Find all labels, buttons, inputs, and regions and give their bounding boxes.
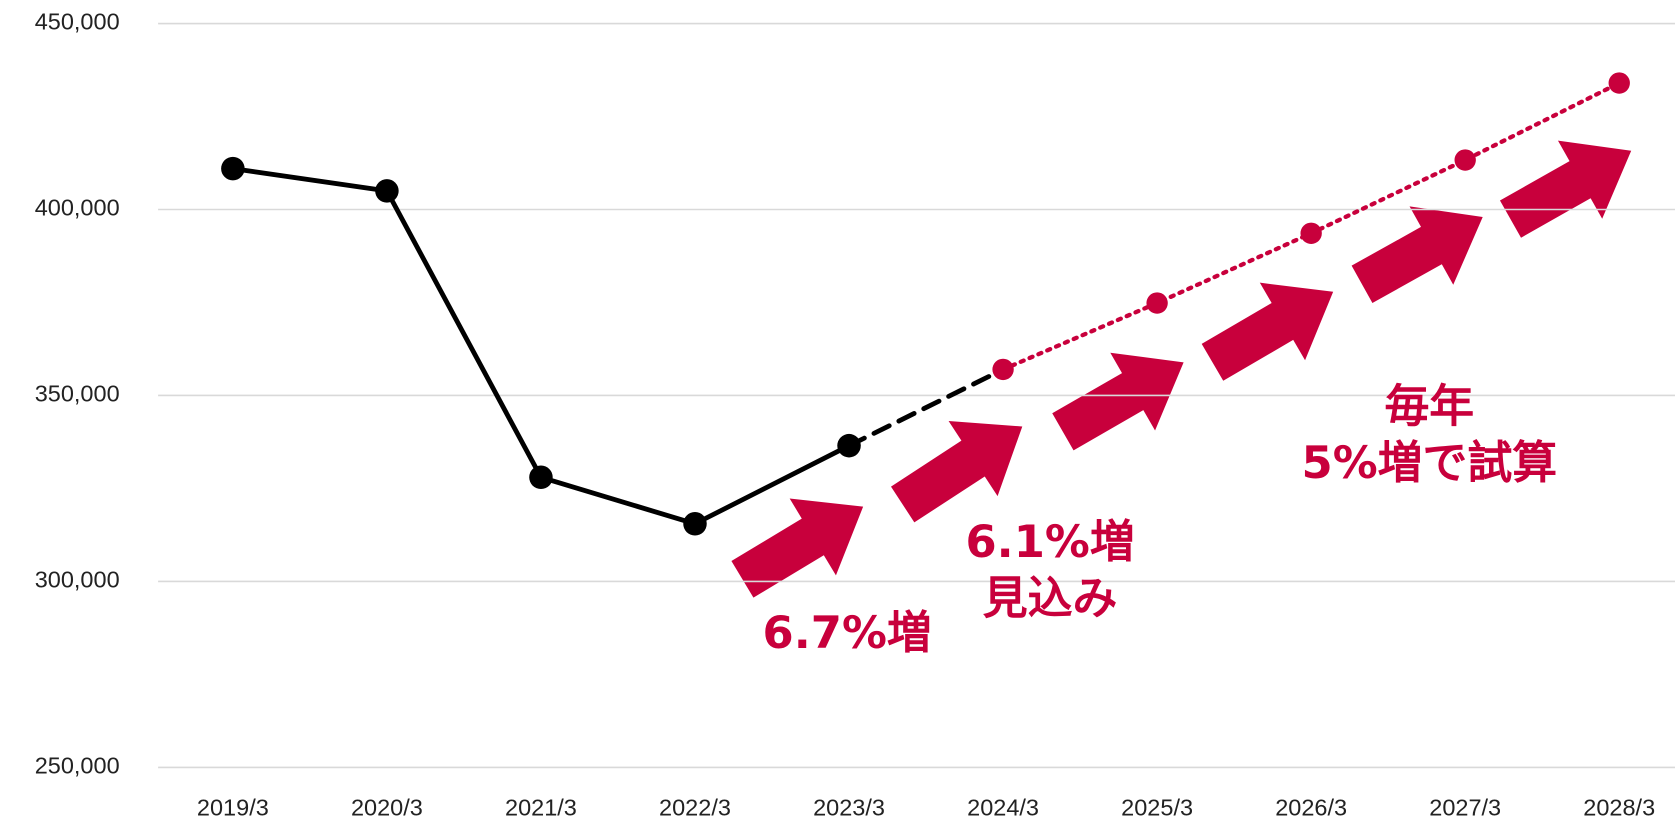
x-tick-label: 2024/3 — [967, 794, 1039, 820]
point — [221, 156, 245, 181]
point — [1146, 292, 1168, 314]
point — [837, 433, 861, 458]
y-tick-label: 300,000 — [35, 567, 120, 593]
arrows — [731, 140, 1632, 598]
x-tick-label: 2027/3 — [1429, 794, 1501, 820]
arrow — [890, 420, 1023, 523]
x-tick-label: 2025/3 — [1121, 794, 1193, 820]
arrow — [731, 498, 864, 598]
y-tick-label: 450,000 — [35, 9, 120, 35]
arrow — [1351, 206, 1483, 303]
annotation: 毎年 — [1384, 379, 1474, 432]
y-tick-label: 250,000 — [35, 753, 120, 779]
annotation: 見込み — [983, 572, 1118, 625]
x-tick-label: 2019/3 — [197, 794, 269, 820]
point — [375, 179, 399, 203]
x-tick-label: 2020/3 — [351, 794, 423, 820]
annotation: 5%増で試算 — [1302, 436, 1558, 489]
x-tick-label: 2028/3 — [1583, 794, 1655, 820]
x-tick-label: 2021/3 — [505, 794, 577, 820]
point — [529, 465, 553, 490]
point — [683, 512, 707, 536]
arrow — [1052, 352, 1184, 451]
annotation: 6.7%増 — [762, 606, 931, 659]
point — [1454, 149, 1476, 171]
annotation: 6.1%増 — [965, 515, 1134, 568]
arrow — [1499, 140, 1632, 238]
point — [1300, 222, 1322, 244]
y-tick-label: 400,000 — [35, 195, 120, 221]
x-tick-label: 2023/3 — [813, 794, 885, 820]
point — [992, 358, 1014, 381]
x-tick-label: 2026/3 — [1275, 794, 1347, 820]
arrow — [1201, 282, 1334, 381]
y-tick-label: 350,000 — [35, 381, 120, 407]
series-line — [846, 367, 1006, 449]
point — [1608, 72, 1630, 94]
x-tick-label: 2022/3 — [659, 794, 731, 820]
